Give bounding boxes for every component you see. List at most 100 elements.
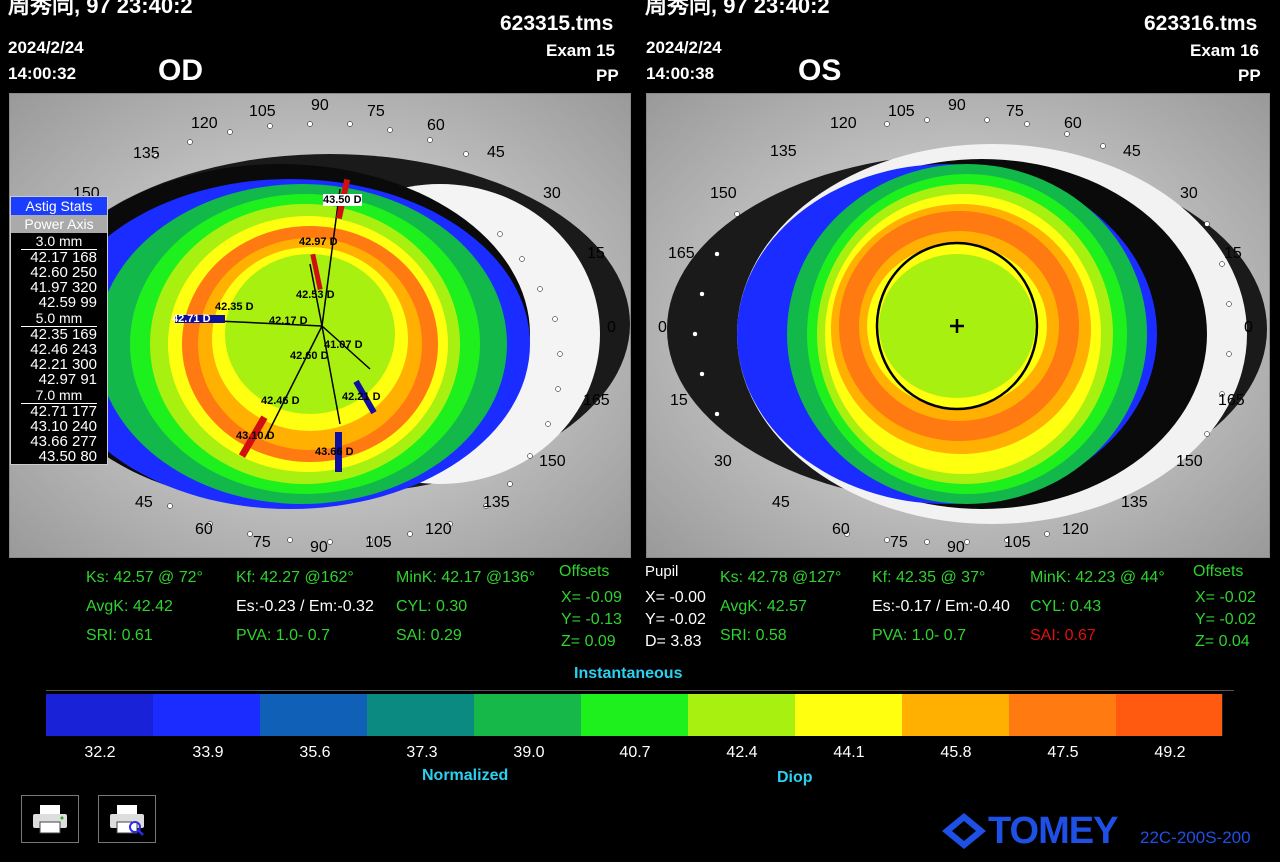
left-time: 14:00:32 <box>8 64 77 83</box>
scale-value: 32.2 <box>84 744 116 761</box>
right-offset-z: Z= 0.04 <box>1195 633 1250 650</box>
normalized-label: Normalized <box>422 767 509 784</box>
astig-stats-panel[interactable]: Astig Stats Power Axis 3.0 mm 42.17 168 … <box>10 196 108 465</box>
astig-row: 42.21 300 <box>30 356 97 373</box>
astig-row: 42.97 91 <box>38 371 97 388</box>
scale-swatch <box>581 694 689 736</box>
scale-baseline <box>46 690 1234 691</box>
right-sai: SAI: 0.67 <box>1030 627 1096 644</box>
print-preview-icon <box>110 805 144 836</box>
astig-row: 41.97 320 <box>30 279 97 296</box>
model-code: 22C-200S-200 <box>1140 828 1251 847</box>
left-offset-x: X= -0.09 <box>561 589 622 606</box>
left-pva: PVA: 1.0- 0.7 <box>236 627 330 644</box>
astig-section-label: 5.0 mm <box>21 310 97 327</box>
left-file-name: 623315.tms <box>500 12 614 35</box>
astig-section-label: 7.0 mm <box>21 387 97 404</box>
right-sri: SRI: 0.58 <box>720 627 787 644</box>
left-exam: Exam 15 <box>546 41 615 60</box>
right-exam: Exam 16 <box>1190 41 1259 60</box>
left-offset-z: Z= 0.09 <box>561 633 616 650</box>
print-button[interactable] <box>21 795 79 843</box>
astig-row: 42.60 250 <box>30 264 97 281</box>
printer-icon <box>33 805 67 834</box>
astig-row: 42.46 243 <box>30 341 97 358</box>
right-offsets-label: Offsets <box>1193 563 1244 580</box>
left-es-em: Es:-0.23 / Em:-0.32 <box>236 598 374 615</box>
right-es-em: Es:-0.17 / Em:-0.40 <box>872 598 1010 615</box>
right-eye-label: OS <box>798 54 842 87</box>
scale-value: 45.8 <box>940 744 972 761</box>
scale-swatch <box>1116 694 1223 736</box>
right-mink: MinK: 42.23 @ 44° <box>1030 569 1165 586</box>
astig-stats-title[interactable]: Astig Stats <box>11 197 107 215</box>
scale-value: 44.1 <box>833 744 865 761</box>
left-cyl: CYL: 0.30 <box>396 598 468 615</box>
scale-value: 37.3 <box>406 744 438 761</box>
scale-swatch <box>474 694 582 736</box>
scale-swatch <box>367 694 475 736</box>
scale-value: 49.2 <box>1154 744 1186 761</box>
right-cyl: CYL: 0.43 <box>1030 598 1102 615</box>
left-kf: Kf: 42.27 @162° <box>236 569 354 586</box>
left-sri: SRI: 0.61 <box>86 627 153 644</box>
diop-label: Diop <box>777 769 813 786</box>
right-patient-title: 周秀同, 97 23:40:2 <box>645 0 830 18</box>
left-mink: MinK: 42.17 @136° <box>396 569 536 586</box>
scale-swatch <box>153 694 261 736</box>
brand-name: TOMEY <box>988 809 1118 852</box>
tomey-logo: TOMEY <box>940 808 1118 854</box>
astig-row: 42.17 168 <box>30 249 97 266</box>
left-sai: SAI: 0.29 <box>396 627 462 644</box>
scale-swatch <box>260 694 368 736</box>
right-time: 14:00:38 <box>646 64 715 83</box>
scale-swatch <box>688 694 796 736</box>
left-map-svg <box>10 94 630 557</box>
right-topography-map[interactable] <box>646 93 1270 558</box>
right-pva: PVA: 1.0- 0.7 <box>872 627 966 644</box>
right-offset-y: Y= -0.02 <box>1195 611 1256 628</box>
left-mode: PP <box>596 66 619 85</box>
right-date: 2024/2/24 <box>646 38 722 57</box>
left-avgk: AvgK: 42.42 <box>86 598 173 615</box>
left-offset-y: Y= -0.13 <box>561 611 622 628</box>
astig-row: 42.59 99 <box>38 294 97 311</box>
astig-row: 42.35 169 <box>30 326 97 343</box>
pupil-x: X= -0.00 <box>645 589 706 606</box>
astig-section-label: 3.0 mm <box>21 233 97 250</box>
scale-swatch <box>46 694 154 736</box>
scale-value: 39.0 <box>513 744 545 761</box>
left-offsets-label: Offsets <box>559 563 610 580</box>
scale-value: 35.6 <box>299 744 331 761</box>
scale-value: 47.5 <box>1047 744 1079 761</box>
astig-stats-header: Power Axis <box>11 215 107 233</box>
astig-row: 42.71 177 <box>30 403 97 420</box>
scale-value: 42.4 <box>726 744 758 761</box>
right-avgk: AvgK: 42.57 <box>720 598 807 615</box>
left-eye-label: OD <box>158 54 203 87</box>
astig-row: 43.66 277 <box>30 433 97 450</box>
left-topography-map[interactable] <box>9 93 631 558</box>
left-patient-title: 周秀同, 97 23:40:2 <box>8 0 193 18</box>
right-kf: Kf: 42.35 @ 37° <box>872 569 986 586</box>
scale-swatch <box>902 694 1010 736</box>
print-preview-button[interactable] <box>98 795 156 843</box>
left-ks: Ks: 42.57 @ 72° <box>86 569 203 586</box>
right-mode: PP <box>1238 66 1261 85</box>
scale-value: 40.7 <box>619 744 651 761</box>
pupil-d: D= 3.83 <box>645 633 702 650</box>
right-offset-x: X= -0.02 <box>1195 589 1256 606</box>
tomey-logo-icon <box>942 813 986 849</box>
scale-swatch <box>1009 694 1117 736</box>
scale-value: 33.9 <box>192 744 224 761</box>
astig-row: 43.50 80 <box>38 448 97 465</box>
pupil-y: Y= -0.02 <box>645 611 706 628</box>
right-ks: Ks: 42.78 @127° <box>720 569 842 586</box>
right-file-name: 623316.tms <box>1144 12 1258 35</box>
pupil-label: Pupil <box>645 563 679 580</box>
astig-row: 43.10 240 <box>30 418 97 435</box>
scale-title: Instantaneous <box>574 665 683 682</box>
right-map-svg <box>647 94 1269 557</box>
left-date: 2024/2/24 <box>8 38 84 57</box>
scale-swatch <box>795 694 903 736</box>
